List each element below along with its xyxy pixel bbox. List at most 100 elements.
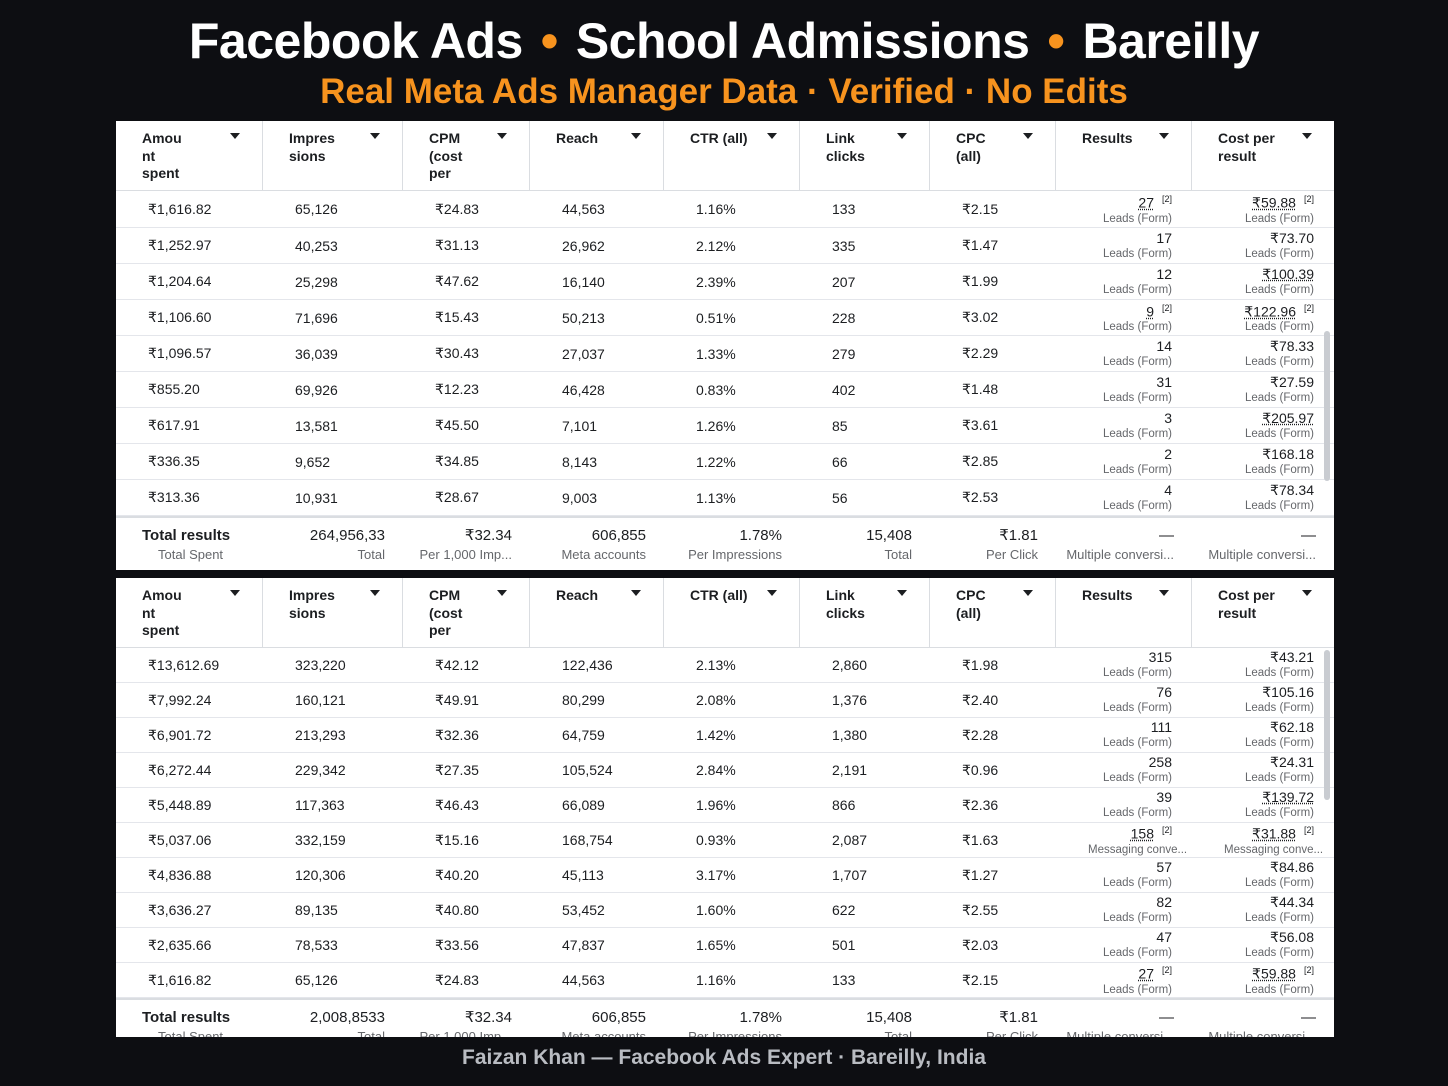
- column-header-results[interactable]: Results: [1056, 578, 1192, 647]
- result-value[interactable]: ₹78.34: [1270, 481, 1314, 498]
- chevron-down-icon[interactable]: [1023, 590, 1033, 596]
- table-row[interactable]: ₹13,612.69 323,220 ₹42.12 122,436 2.13% 2,860…: [116, 648, 1334, 683]
- result-value[interactable]: 47: [1156, 929, 1172, 945]
- result-value[interactable]: ₹44.34: [1270, 894, 1314, 910]
- column-header-cpm[interactable]: CPM (cost per: [403, 578, 530, 647]
- footnote-marker[interactable]: [2]: [1303, 965, 1314, 976]
- result-value[interactable]: ₹105.16: [1262, 684, 1314, 700]
- table-row[interactable]: ₹855.20 69,926 ₹12.23 46,428 0.83% 402 ₹1.48 31…: [116, 372, 1334, 408]
- result-value[interactable]: ₹59.88: [1252, 965, 1296, 982]
- column-header-ctr[interactable]: CTR (all): [664, 578, 800, 647]
- column-header-ctr[interactable]: CTR (all): [664, 121, 800, 190]
- result-value[interactable]: ₹31.88: [1252, 825, 1296, 842]
- result-value[interactable]: 158: [1130, 825, 1154, 842]
- table-row[interactable]: ₹313.36 10,931 ₹28.67 9,003 1.13% 56 ₹2.53 4 Lea…: [116, 480, 1334, 516]
- table-row[interactable]: ₹1,616.82 65,126 ₹24.83 44,563 1.16% 133 ₹2.15…: [116, 963, 1334, 998]
- table-row[interactable]: ₹1,106.60 71,696 ₹15.43 50,213 0.51% 228 ₹3.02…: [116, 300, 1334, 336]
- result-value[interactable]: ₹205.97: [1262, 409, 1314, 426]
- footnote-marker[interactable]: [2]: [1161, 302, 1172, 313]
- result-value[interactable]: 3: [1164, 409, 1172, 426]
- chevron-down-icon[interactable]: [230, 133, 240, 139]
- footnote-marker[interactable]: [2]: [1303, 825, 1314, 836]
- result-value[interactable]: 4: [1164, 481, 1172, 498]
- table-row[interactable]: ₹1,096.57 36,039 ₹30.43 27,037 1.33% 279 ₹2.29…: [116, 336, 1334, 372]
- footnote-marker[interactable]: [2]: [1161, 825, 1172, 836]
- column-header-link-clicks[interactable]: Link clicks: [800, 121, 930, 190]
- result-value[interactable]: ₹24.31: [1270, 754, 1314, 770]
- column-header-cpm[interactable]: CPM (cost per: [403, 121, 530, 190]
- chevron-down-icon[interactable]: [370, 133, 380, 139]
- result-value[interactable]: 17: [1156, 229, 1172, 246]
- result-value[interactable]: ₹59.88: [1252, 194, 1296, 211]
- result-value[interactable]: 57: [1156, 859, 1172, 875]
- column-header-cost-per-result[interactable]: Cost per result: [1192, 578, 1334, 647]
- table-row[interactable]: ₹617.91 13,581 ₹45.50 7,101 1.26% 85 ₹3.61 3 Lea…: [116, 408, 1334, 444]
- result-value[interactable]: ₹139.72: [1262, 789, 1314, 805]
- chevron-down-icon[interactable]: [631, 590, 641, 596]
- column-header-link-clicks[interactable]: Link clicks: [800, 578, 930, 647]
- table-row[interactable]: ₹1,252.97 40,253 ₹31.13 26,962 2.12% 335 ₹1.47…: [116, 228, 1334, 264]
- table-row[interactable]: ₹3,636.27 89,135 ₹40.80 53,452 1.60% 622 ₹2.55…: [116, 893, 1334, 928]
- table-row[interactable]: ₹4,836.88 120,306 ₹40.20 45,113 3.17% 1,707 ₹1…: [116, 858, 1334, 893]
- result-value[interactable]: ₹43.21: [1270, 649, 1314, 665]
- chevron-down-icon[interactable]: [897, 590, 907, 596]
- footnote-marker[interactable]: [2]: [1161, 194, 1172, 205]
- result-value[interactable]: 315: [1148, 649, 1172, 665]
- column-header-reach[interactable]: Reach: [530, 578, 664, 647]
- result-value[interactable]: 258: [1148, 754, 1172, 770]
- column-header-amount-spent[interactable]: Amou nt spent: [116, 578, 263, 647]
- table-row[interactable]: ₹1,204.64 25,298 ₹47.62 16,140 2.39% 207 ₹1.99…: [116, 264, 1334, 300]
- column-header-cost-per-result[interactable]: Cost per result: [1192, 121, 1334, 190]
- result-value[interactable]: ₹122.96: [1244, 303, 1296, 320]
- result-value[interactable]: ₹27.59: [1270, 373, 1314, 390]
- column-header-cpc[interactable]: CPC (all): [930, 578, 1056, 647]
- result-value[interactable]: ₹62.18: [1270, 719, 1314, 735]
- chevron-down-icon[interactable]: [497, 590, 507, 596]
- column-header-impressions[interactable]: Impres sions: [263, 578, 403, 647]
- chevron-down-icon[interactable]: [767, 590, 777, 596]
- table-row[interactable]: ₹5,448.89 117,363 ₹46.43 66,089 1.96% 866 ₹2.3…: [116, 788, 1334, 823]
- result-value[interactable]: 27: [1138, 965, 1154, 982]
- table-row[interactable]: ₹5,037.06 332,159 ₹15.16 168,754 0.93% 2,087 ₹…: [116, 823, 1334, 858]
- vertical-scrollbar[interactable]: [1324, 650, 1330, 800]
- chevron-down-icon[interactable]: [1302, 133, 1312, 139]
- result-value[interactable]: ₹73.70: [1270, 229, 1314, 246]
- table-row[interactable]: ₹2,635.66 78,533 ₹33.56 47,837 1.65% 501 ₹2.03…: [116, 928, 1334, 963]
- column-header-cpc[interactable]: CPC (all): [930, 121, 1056, 190]
- result-value[interactable]: ₹84.86: [1270, 859, 1314, 875]
- table-row[interactable]: ₹336.35 9,652 ₹34.85 8,143 1.22% 66 ₹2.85 2 Lead…: [116, 444, 1334, 480]
- chevron-down-icon[interactable]: [767, 133, 777, 139]
- chevron-down-icon[interactable]: [897, 133, 907, 139]
- result-value[interactable]: 12: [1156, 265, 1172, 282]
- chevron-down-icon[interactable]: [497, 133, 507, 139]
- result-value[interactable]: ₹168.18: [1262, 445, 1314, 462]
- result-value[interactable]: 2: [1164, 445, 1172, 462]
- result-value[interactable]: 27: [1138, 194, 1154, 211]
- chevron-down-icon[interactable]: [1023, 133, 1033, 139]
- footnote-marker[interactable]: [2]: [1303, 194, 1314, 205]
- table-row[interactable]: ₹7,992.24 160,121 ₹49.91 80,299 2.08% 1,376 ₹2…: [116, 683, 1334, 718]
- column-header-impressions[interactable]: Impres sions: [263, 121, 403, 190]
- chevron-down-icon[interactable]: [1302, 590, 1312, 596]
- result-value[interactable]: 31: [1156, 373, 1172, 390]
- table-row[interactable]: ₹6,901.72 213,293 ₹32.36 64,759 1.42% 1,380 ₹2…: [116, 718, 1334, 753]
- result-value[interactable]: 14: [1156, 337, 1172, 354]
- footnote-marker[interactable]: [2]: [1161, 965, 1172, 976]
- result-value[interactable]: 9: [1146, 303, 1154, 320]
- result-value[interactable]: ₹78.33: [1270, 337, 1314, 354]
- chevron-down-icon[interactable]: [631, 133, 641, 139]
- footnote-marker[interactable]: [2]: [1303, 302, 1314, 313]
- chevron-down-icon[interactable]: [230, 590, 240, 596]
- chevron-down-icon[interactable]: [1159, 590, 1169, 596]
- table-row[interactable]: ₹1,616.82 65,126 ₹24.83 44,563 1.16% 133 ₹2.15…: [116, 191, 1334, 228]
- result-value[interactable]: 111: [1150, 719, 1172, 735]
- result-value[interactable]: 76: [1156, 684, 1172, 700]
- chevron-down-icon[interactable]: [370, 590, 380, 596]
- table-row[interactable]: ₹6,272.44 229,342 ₹27.35 105,524 2.84% 2,191 ₹…: [116, 753, 1334, 788]
- result-value[interactable]: 82: [1156, 894, 1172, 910]
- column-header-amount-spent[interactable]: Amou nt spent: [116, 121, 263, 190]
- column-header-reach[interactable]: Reach: [530, 121, 664, 190]
- result-value[interactable]: ₹100.39: [1262, 265, 1314, 282]
- result-value[interactable]: 39: [1156, 789, 1172, 805]
- chevron-down-icon[interactable]: [1159, 133, 1169, 139]
